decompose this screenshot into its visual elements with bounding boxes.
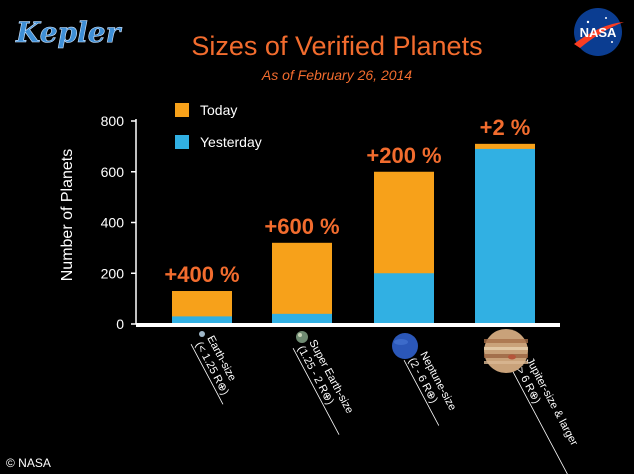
- bar-today: [272, 242, 332, 324]
- nasa-logo-text: NASA: [580, 25, 617, 40]
- y-axis-label: Number of Planets: [59, 149, 76, 282]
- planet-icons: [199, 329, 528, 373]
- x-category-underline: [403, 360, 440, 426]
- y-tick-label: 200: [101, 265, 125, 281]
- bars: [136, 143, 560, 327]
- y-tick-label: 400: [101, 215, 125, 231]
- x-category-underline: [190, 344, 224, 405]
- bar-annotations: +400 % +600 % +200 % +2 %: [164, 115, 530, 287]
- increase-label: +600 %: [264, 214, 339, 239]
- x-axis-labels: Earth-size(< 1.25 R⊕) Super Earth-size(1.…: [190, 334, 580, 474]
- bar-yesterday: [272, 313, 332, 324]
- bar-yesterday: [374, 273, 434, 324]
- legend-label: Yesterday: [200, 134, 262, 150]
- x-category-label: Jupiter-size & larger(> 6 R⊕): [509, 356, 580, 474]
- kepler-logo: Kepler: [15, 16, 123, 49]
- increase-label: +200 %: [366, 143, 441, 168]
- legend-label: Today: [200, 102, 237, 118]
- x-category-underline: [509, 366, 571, 474]
- increase-label: +400 %: [164, 262, 239, 287]
- x-category-underline: [292, 348, 340, 435]
- bar-yesterday: [475, 148, 535, 324]
- earth-icon: [199, 331, 205, 337]
- x-category-label: Earth-size(< 1.25 R⊕): [190, 334, 238, 405]
- credit-text: © NASA: [6, 456, 51, 470]
- neptune-icon: [392, 333, 418, 359]
- chart-subtitle: As of February 26, 2014: [261, 67, 412, 83]
- y-tick-label: 0: [116, 316, 124, 332]
- y-tick-label: 600: [101, 164, 125, 180]
- chart-title: Sizes of Verified Planets: [191, 31, 482, 61]
- x-category-label: Neptune-size(2 - 6 R⊕): [403, 350, 458, 426]
- super-earth-icon: [296, 331, 308, 343]
- y-tick-label: 800: [101, 113, 125, 129]
- legend: Today Yesterday: [175, 102, 262, 150]
- bar-yesterday: [172, 316, 232, 324]
- jupiter-icon: [484, 329, 528, 373]
- legend-swatch: [175, 135, 189, 149]
- legend-swatch: [175, 103, 189, 117]
- x-category-label: Super Earth-size(1.25 - 2 R⊕): [292, 338, 355, 435]
- nasa-logo: NASA: [574, 8, 624, 56]
- increase-label: +2 %: [480, 115, 531, 140]
- y-axis: 0 200 400 600 800: [101, 113, 137, 332]
